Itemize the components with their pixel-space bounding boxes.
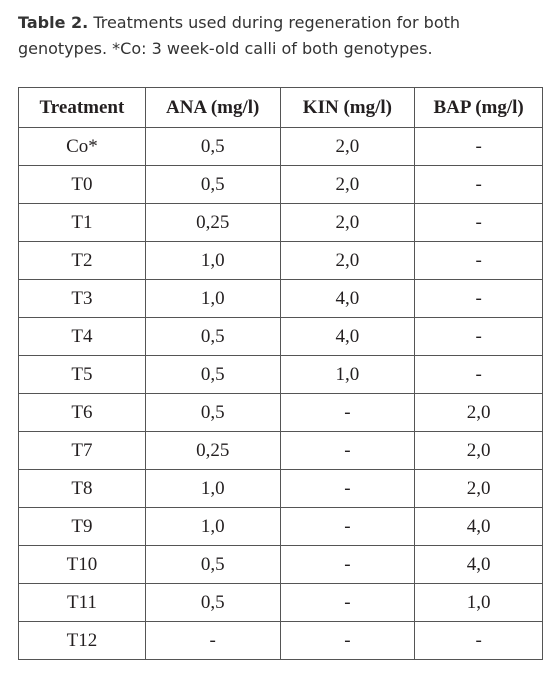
- table-cell: 4,0: [414, 545, 543, 584]
- table-row: T0 0,5 2,0-: [18, 165, 543, 204]
- table-cell: 0,5: [144, 165, 281, 204]
- table-cell: T1: [18, 203, 146, 242]
- table-row: T3 1,0 4,0-: [18, 279, 543, 318]
- table-cell: -: [144, 621, 281, 660]
- table-cell: T7: [18, 431, 146, 470]
- table-cell: 2,0: [414, 431, 543, 470]
- table-cell: -: [279, 469, 416, 508]
- table-cell: -: [414, 241, 543, 280]
- table-row: Co* 0,5 2,0-: [18, 127, 543, 166]
- table-cell: -: [279, 583, 416, 622]
- table-cell: 1,0: [144, 469, 281, 508]
- table: Treatment ANA (mg/l) KIN (mg/l) BAP (mg/l) …: [18, 87, 543, 660]
- table-cell: 0,5: [144, 355, 281, 394]
- table-cell: T6: [18, 393, 146, 432]
- table-row: T8 1,0-2,0: [18, 469, 543, 508]
- table-cell: 1,0: [279, 355, 416, 394]
- table-cell: 2,0: [414, 469, 543, 508]
- table-row: T2 1,0 2,0-: [18, 241, 543, 280]
- table-cell: -: [279, 507, 416, 546]
- table-cell: 0,5: [144, 583, 281, 622]
- table-cell: 2,0: [414, 393, 543, 432]
- table-cell: 2,0: [279, 241, 416, 280]
- table-cell: T9: [18, 507, 146, 546]
- table-cell: -: [414, 621, 543, 660]
- table-cell: T3: [18, 279, 146, 318]
- table-cell: -: [414, 317, 543, 356]
- table-row: T6 0,5-2,0: [18, 393, 543, 432]
- table-cell: 0,5: [144, 393, 281, 432]
- table-cell: T10: [18, 545, 146, 584]
- table-cell: Co*: [18, 127, 146, 166]
- table-cell: -: [414, 279, 543, 318]
- table-row: T9 1,0-4,0: [18, 507, 543, 546]
- caption: Table 2. Treatments used during regenera…: [18, 10, 488, 62]
- table-cell: T4: [18, 317, 146, 356]
- caption-text: Treatments used during regeneration for …: [18, 13, 461, 58]
- header-cell: Treatment: [18, 87, 146, 128]
- table-cell: 0,25: [144, 431, 281, 470]
- table-row: T5 0,5 1,0-: [18, 355, 543, 394]
- table-cell: T11: [18, 583, 146, 622]
- table-cell: 2,0: [279, 127, 416, 166]
- table-row: T12- - -: [18, 621, 543, 660]
- table-cell: T8: [18, 469, 146, 508]
- table-cell: -: [414, 355, 543, 394]
- table-cell: T5: [18, 355, 146, 394]
- header-cell: KIN (mg/l): [279, 87, 416, 128]
- table-cell: T0: [18, 165, 146, 204]
- table-cell: -: [414, 127, 543, 166]
- table-row: T7 0,25-2,0: [18, 431, 543, 470]
- table-cell: 0,5: [144, 545, 281, 584]
- table-cell: 4,0: [279, 317, 416, 356]
- table-cell: 0,5: [144, 127, 281, 166]
- table-cell: 2,0: [279, 203, 416, 242]
- table-row: T1 0,25 2,0-: [18, 203, 543, 242]
- table-body: Co* 0,5 2,0- T0 0,5 2,0- T1 0,25 2,0- T2 1,0 2,0- T3…: [18, 127, 543, 660]
- table-cell: 1,0: [414, 583, 543, 622]
- table-cell: -: [414, 203, 543, 242]
- table-cell: -: [279, 545, 416, 584]
- table-cell: 1,0: [144, 241, 281, 280]
- table-cell: -: [279, 621, 416, 660]
- table-cell: -: [279, 431, 416, 470]
- table-row: T11 0,5-1,0: [18, 583, 543, 622]
- table-cell: 4,0: [414, 507, 543, 546]
- table-cell: 0,5: [144, 317, 281, 356]
- table-cell: 1,0: [144, 279, 281, 318]
- table-cell: -: [414, 165, 543, 204]
- table-cell: T2: [18, 241, 146, 280]
- table-cell: 4,0: [279, 279, 416, 318]
- table-cell: 1,0: [144, 507, 281, 546]
- table-row: T10 0,5-4,0: [18, 545, 543, 584]
- table-cell: 0,25: [144, 203, 281, 242]
- caption-label: Table 2.: [18, 13, 89, 32]
- table-cell: T12: [18, 621, 146, 660]
- header-cell: ANA (mg/l): [144, 87, 281, 128]
- table-row: T4 0,5 4,0-: [18, 317, 543, 356]
- table-cell: 2,0: [279, 165, 416, 204]
- header-cell: BAP (mg/l): [414, 87, 543, 128]
- table-cell: -: [279, 393, 416, 432]
- header-row: Treatment ANA (mg/l) KIN (mg/l) BAP (mg/l): [18, 87, 543, 128]
